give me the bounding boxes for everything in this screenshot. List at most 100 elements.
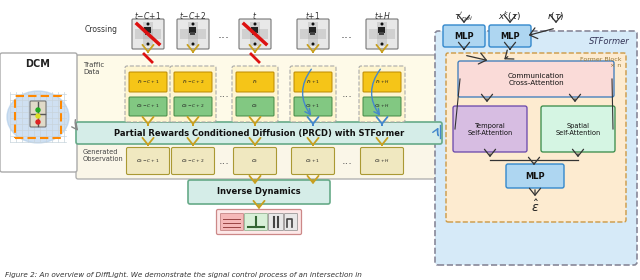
Text: Traffic
Data: Traffic Data bbox=[83, 62, 104, 75]
Text: MLP: MLP bbox=[525, 171, 545, 181]
FancyBboxPatch shape bbox=[239, 19, 271, 49]
Bar bbox=[145, 32, 150, 35]
FancyBboxPatch shape bbox=[76, 55, 442, 124]
FancyBboxPatch shape bbox=[446, 53, 626, 222]
Bar bbox=[379, 32, 384, 35]
FancyBboxPatch shape bbox=[489, 25, 531, 47]
FancyBboxPatch shape bbox=[453, 106, 527, 152]
Bar bbox=[188, 29, 198, 39]
Bar bbox=[378, 27, 385, 33]
FancyBboxPatch shape bbox=[129, 97, 167, 116]
FancyBboxPatch shape bbox=[221, 214, 243, 230]
Circle shape bbox=[253, 22, 257, 25]
Bar bbox=[310, 32, 315, 35]
FancyBboxPatch shape bbox=[294, 72, 332, 92]
Text: MLP: MLP bbox=[500, 32, 520, 41]
Text: $o_t$: $o_t$ bbox=[251, 157, 259, 165]
Text: Figure 2: An overview of DiffLight. We demonstrate the signal control process of: Figure 2: An overview of DiffLight. We d… bbox=[5, 272, 362, 278]
FancyBboxPatch shape bbox=[174, 72, 212, 92]
FancyBboxPatch shape bbox=[435, 31, 637, 265]
Text: $r(\tau)$: $r(\tau)$ bbox=[547, 10, 564, 22]
FancyBboxPatch shape bbox=[188, 180, 330, 204]
FancyBboxPatch shape bbox=[216, 209, 301, 235]
Text: Crossing: Crossing bbox=[85, 25, 118, 34]
Circle shape bbox=[191, 22, 195, 25]
Text: $t{-}C{+}1$: $t{-}C{+}1$ bbox=[134, 10, 161, 21]
Text: $x^k(\tau)$: $x^k(\tau)$ bbox=[498, 10, 522, 24]
Bar bbox=[143, 29, 153, 39]
Text: $o_{t+1}$: $o_{t+1}$ bbox=[305, 157, 321, 165]
Bar bbox=[377, 29, 387, 39]
Bar bbox=[250, 22, 260, 46]
Text: $o_{t-C+1}$: $o_{t-C+1}$ bbox=[136, 157, 160, 165]
Text: $t{+}1$: $t{+}1$ bbox=[305, 10, 321, 21]
FancyBboxPatch shape bbox=[76, 142, 442, 179]
Text: $o_{t-C+2}$: $o_{t-C+2}$ bbox=[181, 102, 205, 110]
Circle shape bbox=[36, 120, 40, 124]
FancyBboxPatch shape bbox=[232, 66, 278, 122]
Text: Inverse Dynamics: Inverse Dynamics bbox=[217, 188, 301, 197]
Ellipse shape bbox=[7, 91, 69, 143]
Bar bbox=[250, 29, 260, 39]
Text: $o_{t-C+1}$: $o_{t-C+1}$ bbox=[136, 102, 160, 110]
Text: $o_t$: $o_t$ bbox=[251, 102, 259, 110]
Text: Generated
Observation: Generated Observation bbox=[83, 149, 124, 162]
FancyBboxPatch shape bbox=[297, 19, 329, 49]
Text: $\hat{\epsilon}$: $\hat{\epsilon}$ bbox=[531, 199, 540, 215]
Bar bbox=[252, 32, 257, 35]
Bar bbox=[242, 29, 268, 39]
Text: Partial Rewards Conditioned Diffusion (PRCD) with STFormer: Partial Rewards Conditioned Diffusion (P… bbox=[114, 129, 404, 137]
Text: ...: ... bbox=[219, 89, 229, 99]
FancyBboxPatch shape bbox=[269, 214, 284, 230]
Text: $t{+}H$: $t{+}H$ bbox=[374, 10, 390, 21]
FancyBboxPatch shape bbox=[366, 19, 398, 49]
Bar bbox=[180, 29, 206, 39]
Text: $o_{t+H}$: $o_{t+H}$ bbox=[374, 157, 390, 165]
Text: ...: ... bbox=[342, 89, 353, 99]
Text: MLP: MLP bbox=[454, 32, 474, 41]
Text: $r_t$: $r_t$ bbox=[252, 78, 258, 87]
Bar bbox=[143, 22, 153, 46]
Circle shape bbox=[191, 43, 195, 46]
Text: $o_{t+1}$: $o_{t+1}$ bbox=[305, 102, 321, 110]
FancyBboxPatch shape bbox=[506, 164, 564, 188]
Text: Former Block
× n: Former Block × n bbox=[579, 57, 621, 68]
Bar bbox=[15, 96, 61, 138]
Bar bbox=[377, 22, 387, 46]
FancyBboxPatch shape bbox=[234, 148, 276, 174]
Circle shape bbox=[147, 22, 150, 25]
FancyBboxPatch shape bbox=[170, 66, 216, 122]
Circle shape bbox=[312, 43, 314, 46]
Circle shape bbox=[253, 43, 257, 46]
Bar bbox=[189, 27, 196, 33]
Text: $o_{t+H}$: $o_{t+H}$ bbox=[374, 102, 390, 110]
Bar bbox=[188, 22, 198, 46]
Text: $t{-}C{+}2$: $t{-}C{+}2$ bbox=[179, 10, 207, 21]
FancyBboxPatch shape bbox=[127, 148, 170, 174]
Text: Spatial
Self-Attention: Spatial Self-Attention bbox=[556, 123, 600, 136]
Text: $r_{t-C+2}$: $r_{t-C+2}$ bbox=[182, 78, 204, 87]
Circle shape bbox=[147, 43, 150, 46]
Text: $r_{t+1}$: $r_{t+1}$ bbox=[306, 78, 320, 87]
Bar bbox=[135, 29, 161, 39]
FancyBboxPatch shape bbox=[285, 214, 298, 230]
FancyBboxPatch shape bbox=[0, 53, 77, 172]
FancyBboxPatch shape bbox=[236, 72, 274, 92]
FancyBboxPatch shape bbox=[244, 214, 268, 230]
FancyBboxPatch shape bbox=[129, 72, 167, 92]
Text: Temporal
Self-Attention: Temporal Self-Attention bbox=[467, 123, 513, 136]
Text: $r_{t-C+1}$: $r_{t-C+1}$ bbox=[137, 78, 159, 87]
Bar bbox=[190, 32, 195, 35]
FancyBboxPatch shape bbox=[294, 97, 332, 116]
Text: Communication
Cross-Attention: Communication Cross-Attention bbox=[508, 73, 564, 85]
FancyBboxPatch shape bbox=[174, 97, 212, 116]
FancyBboxPatch shape bbox=[76, 122, 442, 144]
Bar bbox=[369, 29, 395, 39]
Text: DCM: DCM bbox=[26, 59, 51, 69]
Text: STFormer: STFormer bbox=[589, 37, 630, 46]
Text: ...: ... bbox=[341, 27, 353, 41]
Bar bbox=[300, 29, 326, 39]
FancyBboxPatch shape bbox=[363, 97, 401, 116]
Circle shape bbox=[381, 43, 383, 46]
FancyBboxPatch shape bbox=[291, 148, 335, 174]
